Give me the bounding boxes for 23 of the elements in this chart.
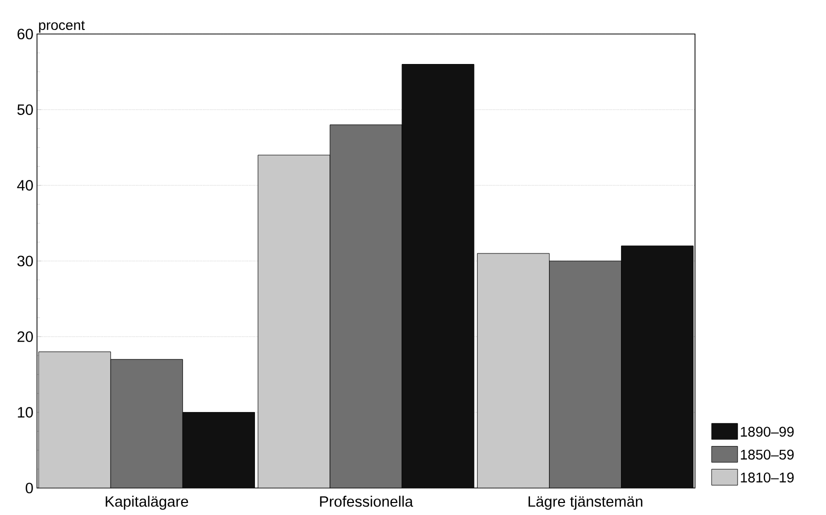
bar [182, 412, 255, 488]
y-tick-label: 30 [17, 256, 33, 266]
y-tick-label: 60 [18, 28, 33, 40]
y-tick-label: 0 [26, 482, 33, 494]
y-tick-label: 50 [17, 104, 33, 115]
bar [38, 352, 111, 488]
bar [110, 359, 183, 488]
bar [258, 155, 330, 488]
bar [477, 253, 550, 488]
bar [621, 246, 694, 488]
y-tick-label: 40 [17, 180, 33, 191]
legend-label: 1890–99 [740, 426, 794, 437]
bar [549, 260, 622, 488]
x-tick-label: Kapitalägare [106, 496, 188, 510]
bar [330, 124, 402, 488]
bar [402, 64, 474, 488]
y-axis-title: procent [39, 20, 85, 33]
x-tick-label: Lägre tjänstemän [528, 496, 642, 510]
y-tick-label: 20 [18, 331, 33, 342]
x-tick-label: Professionella [320, 496, 414, 507]
y-tick-label: 10 [18, 407, 33, 418]
legend-label: 1850–59 [740, 450, 794, 460]
legend-label: 1810–19 [740, 472, 794, 482]
